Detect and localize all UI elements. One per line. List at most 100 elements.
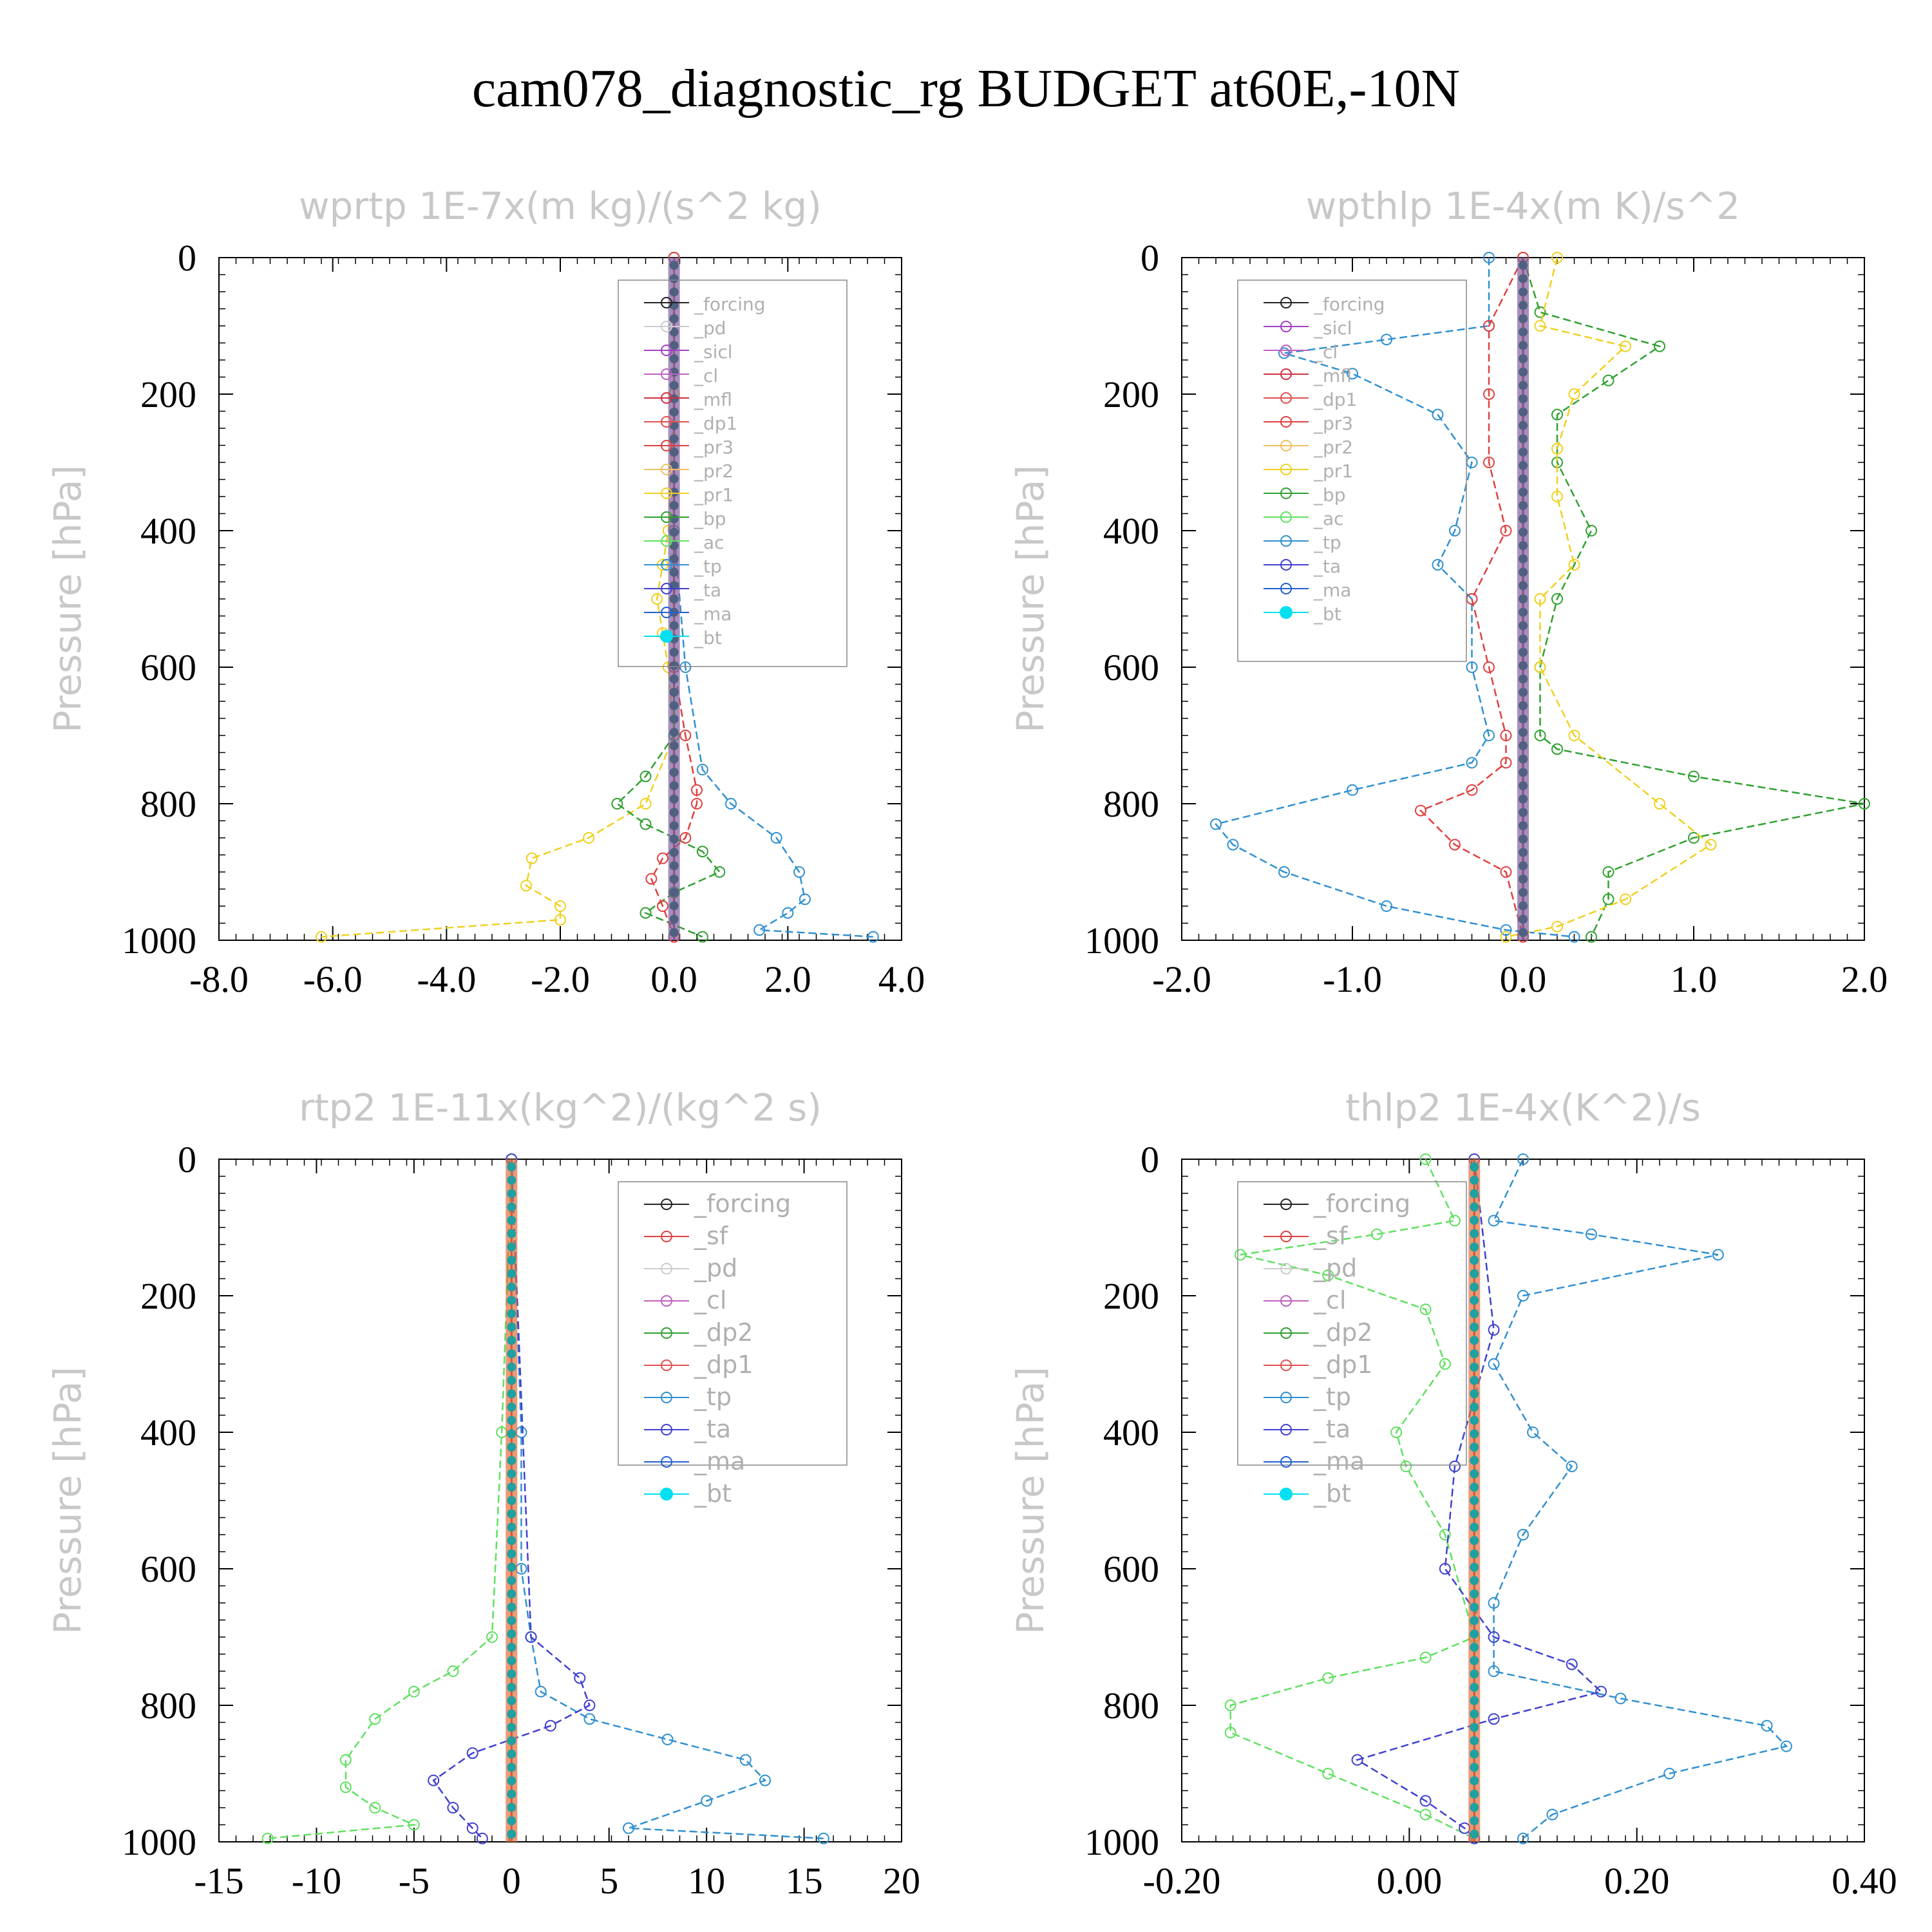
bt-marker bbox=[669, 261, 679, 270]
data-point_tp bbox=[1483, 252, 1495, 263]
y-tick-label: 1000 bbox=[122, 920, 196, 961]
data-point_bp bbox=[639, 770, 652, 782]
bt-marker bbox=[669, 661, 679, 670]
y-tick-label: 1000 bbox=[1084, 920, 1159, 961]
legend-label: _tp bbox=[1313, 1383, 1351, 1411]
bt-marker bbox=[1519, 261, 1528, 270]
data-point_ta bbox=[1351, 1754, 1363, 1766]
series-line_tp bbox=[673, 258, 873, 938]
bt-marker bbox=[507, 1776, 516, 1786]
legend-label: _sf bbox=[1313, 1222, 1349, 1250]
bt-marker bbox=[1519, 834, 1528, 844]
chart-panel-4: thlp2 1E-4x(K^2)/s Pressure [hPa] -0.20 0.0… bbox=[1009, 1086, 1897, 1902]
bt-marker bbox=[1470, 1416, 1479, 1425]
panel-title: wprtp 1E-7x(m kg)/(s^2 kg) bbox=[299, 184, 822, 228]
data-point_bp bbox=[1602, 866, 1615, 878]
data-point_pr1 bbox=[1534, 593, 1546, 605]
data-point_bp bbox=[696, 931, 708, 943]
legend-label: _bt bbox=[1313, 603, 1341, 625]
bt-marker bbox=[1519, 621, 1528, 630]
bt-marker bbox=[507, 1336, 516, 1345]
data-point_tp bbox=[759, 1774, 771, 1786]
series-line_dp1 bbox=[1229, 1159, 1475, 1839]
x-tick-label: -2.0 bbox=[1152, 958, 1211, 1000]
data-point_dp1 bbox=[1419, 1651, 1432, 1663]
data-point_tp bbox=[1527, 1426, 1539, 1438]
legend-label: _mfl bbox=[1313, 365, 1352, 386]
data-point_ta bbox=[466, 1822, 478, 1834]
x-tick-label: -6.0 bbox=[303, 958, 363, 1000]
bt-marker bbox=[669, 314, 679, 323]
bt-marker bbox=[1519, 434, 1528, 444]
bt-marker bbox=[1470, 1789, 1479, 1799]
data-point_dp1 bbox=[1439, 1358, 1451, 1370]
legend-marker bbox=[1280, 1488, 1293, 1501]
bt-marker bbox=[507, 1309, 516, 1318]
bt-marker bbox=[669, 287, 679, 297]
bt-marker bbox=[507, 1256, 516, 1265]
bt-marker bbox=[1470, 1576, 1479, 1586]
legend-label: _bt bbox=[1313, 1479, 1351, 1508]
data-point_dp1 bbox=[1390, 1426, 1403, 1438]
data-point_ta bbox=[574, 1672, 586, 1684]
legend-marker bbox=[661, 321, 672, 332]
bt-marker bbox=[1470, 1175, 1479, 1185]
bt-marker bbox=[1519, 541, 1528, 551]
bt-marker bbox=[1519, 500, 1528, 510]
y-tick-label: 200 bbox=[1103, 374, 1159, 415]
data-point_ta bbox=[466, 1747, 478, 1759]
data-point_bp bbox=[696, 846, 708, 858]
bt-marker bbox=[1470, 1282, 1479, 1292]
bt-marker bbox=[1519, 287, 1528, 297]
bt-marker bbox=[1519, 928, 1528, 937]
x-tick-label: 0.0 bbox=[1500, 958, 1547, 1000]
series-line_tp bbox=[511, 1159, 824, 1839]
bt-marker bbox=[669, 594, 679, 603]
legend bbox=[1237, 1181, 1467, 1466]
data-point_pr3 bbox=[1500, 866, 1512, 878]
data-point_dp1 bbox=[486, 1631, 498, 1643]
bt-marker bbox=[669, 901, 679, 911]
bt-marker bbox=[669, 407, 679, 417]
bt-marker bbox=[1519, 875, 1528, 884]
legend-marker bbox=[1280, 368, 1292, 380]
bt-marker bbox=[1519, 901, 1528, 911]
bt-marker bbox=[1470, 1189, 1479, 1198]
data-point_pr3 bbox=[679, 832, 692, 844]
data-point_bp bbox=[1602, 374, 1615, 386]
bt-marker bbox=[1470, 1309, 1479, 1318]
bt-marker bbox=[669, 474, 679, 484]
bt-marker bbox=[1519, 488, 1528, 497]
bt-marker bbox=[1470, 1496, 1479, 1505]
bt-marker bbox=[1470, 1536, 1479, 1546]
bt-marker bbox=[1470, 1709, 1479, 1719]
data-point_tp bbox=[1381, 900, 1392, 912]
data-point_ta bbox=[1566, 1658, 1578, 1671]
legend-marker bbox=[1280, 1231, 1292, 1242]
bt-marker bbox=[1470, 1296, 1479, 1305]
y-tick-label: 1000 bbox=[122, 1821, 196, 1863]
bt-marker bbox=[507, 1362, 516, 1372]
bt-marker bbox=[1519, 407, 1528, 417]
bt-marker bbox=[1470, 1429, 1479, 1439]
bt-marker bbox=[1519, 887, 1528, 897]
bt-marker bbox=[1470, 1616, 1479, 1625]
bt-marker bbox=[507, 1282, 516, 1292]
bt-marker bbox=[1519, 367, 1528, 377]
data-point_pr1 bbox=[1654, 798, 1665, 810]
legend-marker bbox=[661, 345, 672, 356]
bt-marker bbox=[669, 381, 679, 390]
bt-marker bbox=[1519, 341, 1528, 350]
data-point_pr1 bbox=[1705, 838, 1717, 851]
bt-marker bbox=[669, 714, 679, 724]
bt-marker bbox=[1519, 354, 1528, 364]
y-axis-label: Pressure [hPa] bbox=[46, 1367, 90, 1634]
bt-marker bbox=[507, 1723, 516, 1732]
data-point_pr1 bbox=[1568, 559, 1580, 571]
bt-marker bbox=[1519, 448, 1528, 457]
y-tick-label: 200 bbox=[140, 374, 196, 415]
y-tick-label: 800 bbox=[1103, 1685, 1159, 1727]
data-point_ta bbox=[428, 1774, 440, 1786]
data-point_bp bbox=[611, 798, 623, 810]
data-point_tp bbox=[1466, 757, 1478, 769]
